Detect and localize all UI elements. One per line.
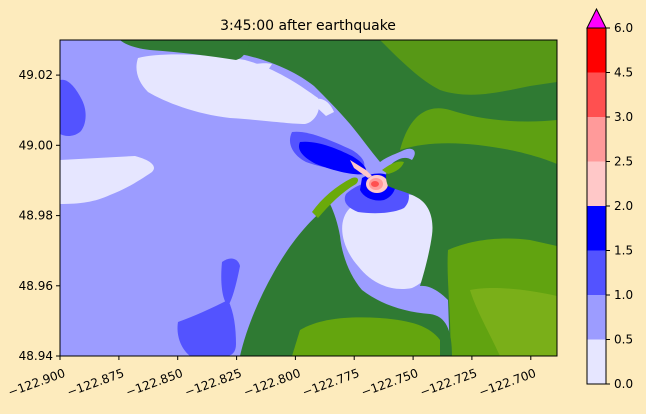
- land-south-peninsula: [240, 204, 452, 356]
- axes-frame: [59, 39, 558, 357]
- colorbar-segment: [587, 250, 606, 295]
- colorbar-tick-label: 1.0: [614, 288, 633, 302]
- x-tick: −122.700: [477, 356, 538, 399]
- colorbar-segment: [587, 339, 606, 384]
- y-tick: 49.02: [19, 68, 60, 82]
- x-tick: −122.725: [418, 356, 479, 399]
- colorbar-tick-label: 6.0: [614, 21, 633, 35]
- colorbar-segment: [587, 28, 606, 73]
- x-tick-label: −122.750: [359, 366, 420, 400]
- x-tick-label: −122.850: [124, 366, 185, 400]
- colorbar-tick: 2.0: [606, 199, 633, 213]
- strong-wave-channel: [298, 141, 367, 175]
- calm-water-north: [136, 54, 320, 124]
- colorbar-tick: 6.0: [606, 21, 633, 35]
- colorbar-tick-label: 1.5: [614, 244, 633, 258]
- x-axis: −122.900 −122.875 −122.850 −122.825 −122…: [6, 356, 538, 399]
- wave-peak-red: [371, 181, 379, 187]
- x-tick: −122.875: [65, 356, 126, 399]
- y-tick-label: 49.00: [19, 138, 53, 152]
- y-tick-label: 48.96: [19, 279, 53, 293]
- x-tick-label: −122.825: [183, 366, 244, 400]
- medium-water-jetty: [221, 258, 240, 306]
- medium-water-south-west: [177, 300, 236, 356]
- colorbar-tick: 4.5: [606, 66, 633, 80]
- chart-title: 3:45:00 after earthquake: [220, 18, 396, 34]
- land-uplands-2: [400, 108, 557, 164]
- colorbar-tick: 3.0: [606, 110, 633, 124]
- y-tick: 48.96: [19, 279, 60, 293]
- colorbar-tick-label: 0.0: [614, 377, 633, 391]
- x-tick-label: −122.800: [242, 366, 303, 400]
- map-area: [60, 40, 557, 356]
- x-tick: −122.775: [300, 356, 361, 399]
- calm-water-strip: [228, 63, 272, 78]
- colorbar-tick: 0.5: [606, 333, 633, 347]
- y-tick: 48.94: [19, 349, 60, 363]
- colorbar-extend-arrow: [586, 7, 607, 29]
- colorbar-tick: 1.0: [606, 288, 633, 302]
- y-tick: 49.00: [19, 138, 60, 152]
- land-uplands-4: [470, 288, 557, 356]
- x-tick-label: −122.775: [300, 366, 361, 400]
- land-spit: [312, 177, 359, 218]
- x-tick-label: −122.725: [418, 366, 479, 400]
- x-tick: −122.800: [242, 356, 303, 400]
- calm-water-west: [60, 156, 155, 204]
- colorbar-tick: 0.0: [606, 377, 633, 391]
- colorbar-segment: [587, 72, 606, 117]
- x-tick-label: −122.700: [477, 366, 538, 400]
- land-uplands-1: [380, 40, 557, 95]
- colorbar-segment: [587, 117, 606, 162]
- land-shore-light: [312, 98, 334, 116]
- y-tick-label: 49.02: [19, 68, 53, 82]
- x-tick: −122.750: [359, 356, 420, 399]
- y-tick-label: 48.98: [19, 209, 53, 223]
- colorbar-tick: 2.5: [606, 155, 633, 169]
- wave-channel-pink: [350, 160, 372, 178]
- x-tick-label: −122.875: [65, 366, 126, 400]
- x-tick: −122.825: [183, 356, 244, 399]
- land-spit-tip: [382, 161, 404, 174]
- colorbar-tick-label: 3.0: [614, 110, 633, 124]
- y-tick-label: 48.94: [19, 349, 53, 363]
- colorbar-tick-label: 0.5: [614, 333, 633, 347]
- medium-water-west-inlet: [60, 79, 86, 136]
- y-tick: 48.98: [19, 209, 60, 223]
- colorbar-tick-label: 2.0: [614, 199, 633, 213]
- colorbar-segment: [587, 161, 606, 206]
- colorbar-tick-label: 2.5: [614, 155, 633, 169]
- x-tick-label: −122.900: [6, 366, 67, 400]
- y-axis: 48.94 48.96 48.98 49.00 49.02: [19, 68, 60, 363]
- calm-water-bay: [342, 194, 441, 290]
- colorbar: 0.0 0.5 1.0 1.5 2.0 2.5 3.0 4.5: [586, 7, 633, 391]
- colorbar-segment: [587, 295, 606, 340]
- colorbar-tick-label: 4.5: [614, 66, 633, 80]
- colorbar-tick: 1.5: [606, 244, 633, 258]
- land-north-strip: [120, 40, 250, 60]
- colorbar-segment: [587, 206, 606, 251]
- x-tick: −122.850: [124, 356, 185, 399]
- land-south-lowland: [292, 317, 440, 356]
